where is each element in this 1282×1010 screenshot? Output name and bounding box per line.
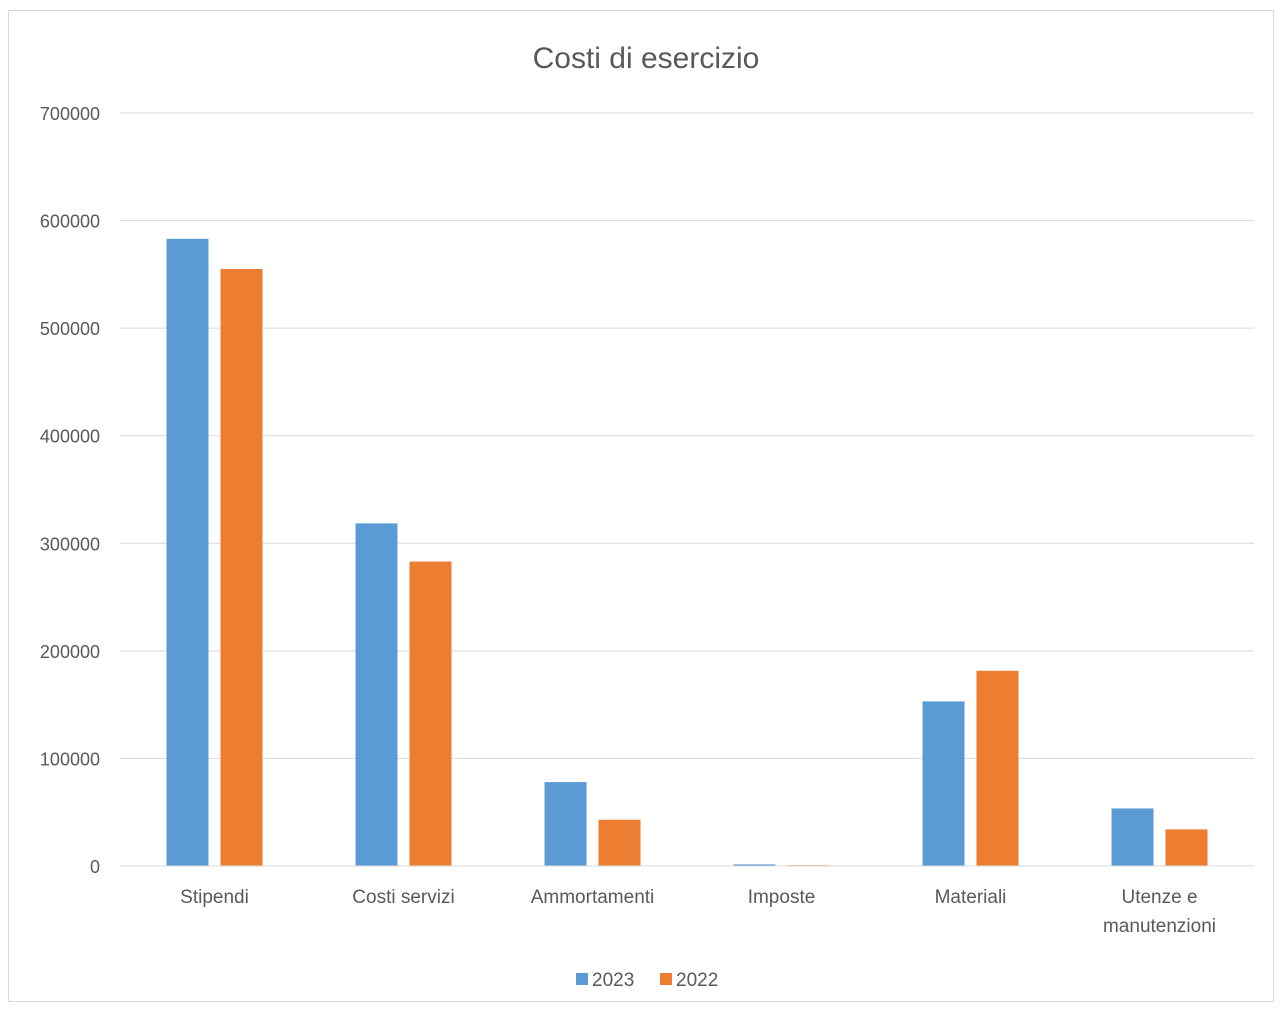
legend-swatch-2022: [660, 973, 672, 985]
legend-label-2023: 2023: [592, 970, 634, 991]
chart-title: Costi di esercizio: [533, 42, 760, 75]
y-tick-label: 200000: [40, 642, 100, 662]
bar-2023-3: [733, 864, 776, 866]
y-tick-label: 300000: [40, 534, 100, 554]
bar-2022-5: [1165, 829, 1208, 866]
x-tick-label: Materiali: [935, 887, 1007, 908]
bar-2023-4: [922, 701, 965, 866]
bar-2023-1: [355, 523, 398, 866]
bar-2022-2: [598, 819, 641, 866]
y-tick-label: 0: [90, 857, 100, 877]
bar-2023-5: [1111, 808, 1154, 866]
legend: 2023 2022: [576, 970, 718, 991]
bar-2022-1: [409, 561, 452, 866]
y-tick-label: 400000: [40, 427, 100, 447]
x-axis: Stipendi Costi servizi Ammortamenti Imposte…: [120, 865, 1254, 937]
bar-2023-0: [166, 238, 209, 866]
bar-2022-0: [220, 268, 263, 866]
gridlines: [120, 112, 1254, 867]
x-tick-label: Costi servizi: [352, 887, 454, 908]
x-tick-label: Utenze e manutenzioni: [1103, 887, 1216, 937]
bar-2022-4: [976, 670, 1019, 866]
y-tick-label: 600000: [40, 212, 100, 232]
y-axis: 0 100000 200000 300000 400000 500000 600000 700…: [40, 104, 100, 877]
y-tick-label: 100000: [40, 749, 100, 769]
y-tick-label: 500000: [40, 319, 100, 339]
x-tick-label: Stipendi: [180, 887, 249, 908]
legend-swatch-2023: [576, 973, 588, 985]
bars: [166, 238, 1208, 866]
legend-label-2022: 2022: [676, 970, 718, 991]
x-tick-label: Ammortamenti: [531, 887, 655, 908]
y-tick-label: 700000: [40, 104, 100, 124]
x-tick-label: Imposte: [748, 887, 816, 908]
chart-frame: [8, 10, 1274, 1002]
bar-2023-2: [544, 782, 587, 866]
